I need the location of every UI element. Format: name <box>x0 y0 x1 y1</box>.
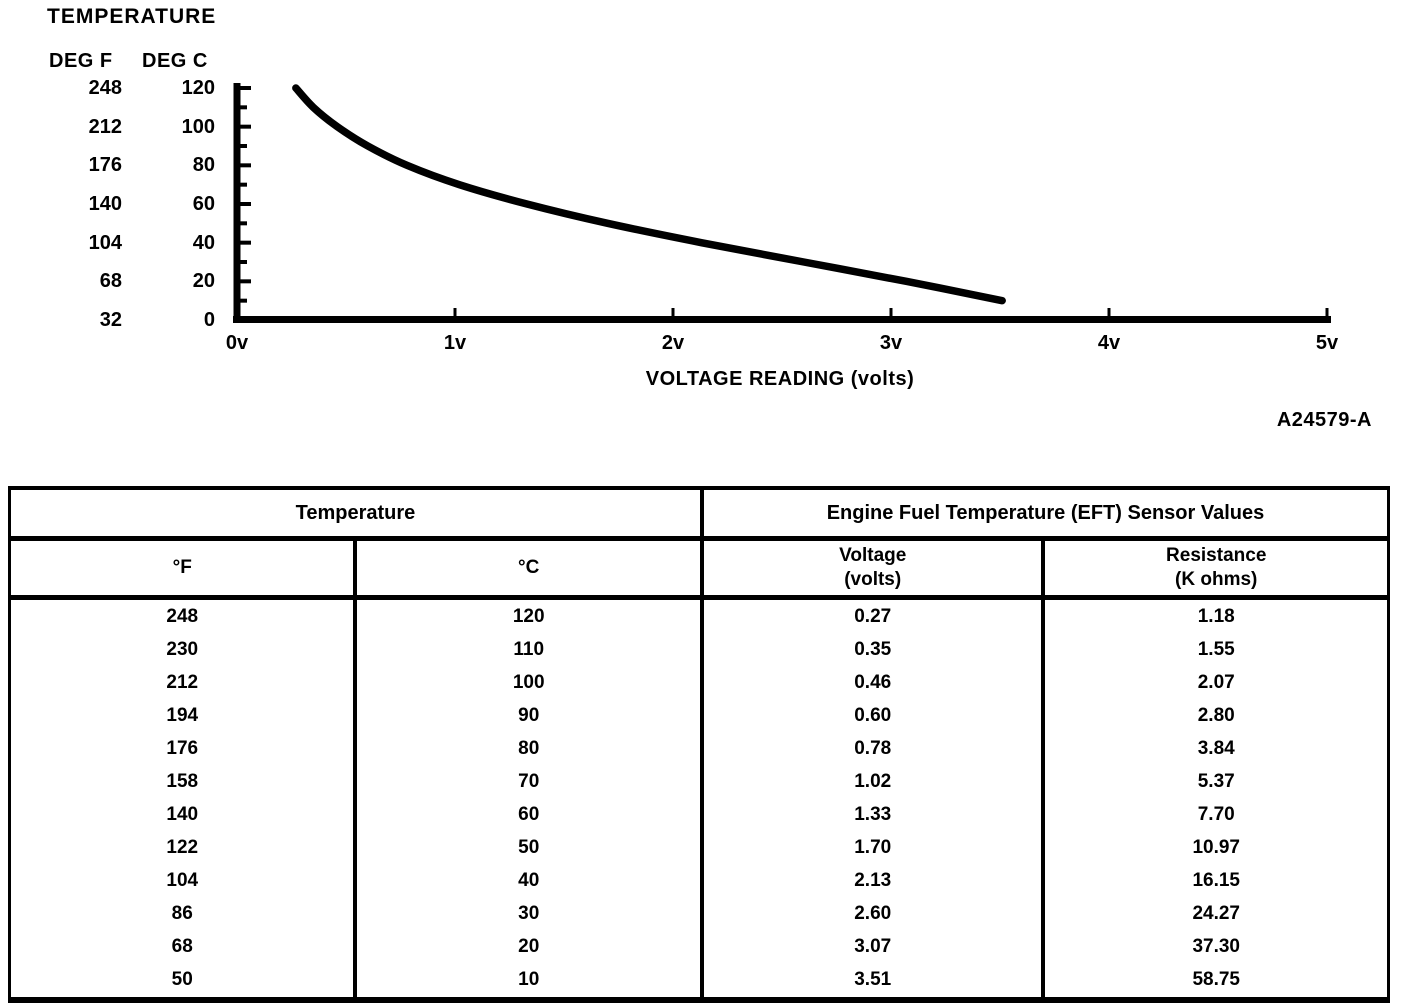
table-group-header-temperature: Temperature <box>295 501 416 524</box>
table-cell: 40 <box>518 870 540 892</box>
table-cell: 50 <box>518 837 540 859</box>
table-cell: 2.13 <box>854 870 892 892</box>
deg-c-tick-label: 0 <box>203 308 215 331</box>
table-cell: 90 <box>518 704 540 726</box>
table-cell: 80 <box>518 737 540 759</box>
deg-f-axis-header: DEG F <box>49 50 113 72</box>
column-header-resistance: Resistance (K ohms) <box>1041 541 1387 595</box>
x-tick-label: 3v <box>879 332 903 354</box>
x-axis-label: VOLTAGE READING (volts) <box>645 368 915 390</box>
table-cell: 3.51 <box>854 969 892 991</box>
column-header-voltage: Voltage (volts) <box>699 541 1042 595</box>
x-tick-label: 1v <box>443 332 467 354</box>
table-cell: 1.33 <box>854 804 892 825</box>
table-cell: 0.46 <box>854 671 892 693</box>
table-cell: 7.70 <box>1197 804 1235 825</box>
column-header-deg-c: °C <box>353 541 699 595</box>
column-header-sublabel: (volts) <box>844 569 902 590</box>
deg-f-tick-label: 104 <box>88 231 122 254</box>
table-cell: 24.27 <box>1192 903 1240 925</box>
figure-code: A24579-A <box>1276 409 1372 431</box>
x-tick-label: 5v <box>1315 332 1339 354</box>
deg-f-tick-label: 212 <box>88 115 122 138</box>
table-cell: 1.70 <box>854 837 892 859</box>
table-cell: 60 <box>518 804 540 825</box>
table-group-header-row: Temperature Engine Fuel Temperature (EFT… <box>11 490 1387 541</box>
x-tick-label: 4v <box>1097 332 1121 354</box>
deg-c-tick-label: 40 <box>192 231 215 254</box>
table-cell: 10 <box>518 969 540 991</box>
column-header-label: °F <box>172 557 192 578</box>
table-cell: 0.78 <box>854 737 892 759</box>
column-header-sublabel: (K ohms) <box>1175 569 1258 590</box>
table-cell: 176 <box>166 737 199 759</box>
table-cell: 2.07 <box>1197 671 1235 693</box>
table-cell: 0.60 <box>854 704 892 726</box>
table-cell: 68 <box>171 936 193 958</box>
table-cell: 2.80 <box>1197 704 1235 726</box>
chart-svg <box>233 83 1331 323</box>
deg-f-tick-label: 32 <box>99 308 122 331</box>
table-group-header-eft-values: Engine Fuel Temperature (EFT) Sensor Val… <box>699 490 1387 536</box>
deg-c-tick-label: 100 <box>181 115 215 138</box>
table-cell: 2.60 <box>854 903 892 925</box>
deg-c-tick-label: 120 <box>181 77 215 99</box>
table-cell: 140 <box>166 804 199 825</box>
table-cell: 86 <box>171 903 193 925</box>
deg-f-tick-label: 176 <box>88 154 122 177</box>
column-header-label: Resistance <box>1166 545 1267 566</box>
table-cell: 158 <box>166 770 199 792</box>
table-column-header-row: °F °C Voltage (volts) Resistance (K ohms… <box>11 541 1387 600</box>
table-cell: 104 <box>166 870 199 892</box>
table-data-column: 0.27 0.35 0.46 0.60 0.78 1.02 1.33 1.70 2.13 2.60… <box>699 600 1042 997</box>
table-cell: 37.30 <box>1192 936 1240 958</box>
table-cell: 70 <box>518 770 540 792</box>
table-cell: 230 <box>166 638 199 660</box>
chart-title: TEMPERATURE <box>47 5 217 28</box>
table-cell: 5.37 <box>1197 770 1235 792</box>
table-cell: 1.02 <box>854 770 892 792</box>
deg-f-tick-label: 68 <box>99 270 122 293</box>
deg-f-tick-column: 248 212 176 140 104 68 32 <box>38 77 122 331</box>
table-cell: 100 <box>512 671 545 693</box>
table-cell: 20 <box>518 936 540 958</box>
deg-c-tick-label: 60 <box>192 192 215 215</box>
table-cell: 50 <box>171 969 193 991</box>
column-header-label: °C <box>518 557 540 578</box>
table-cell: 0.35 <box>854 638 892 660</box>
table-data-column: 248 230 212 194 176 158 140 122 104 86 68 50 <box>11 600 353 997</box>
table-cell: 1.55 <box>1197 638 1235 660</box>
table-data-column: 120 110 100 90 80 70 60 50 40 30 20 10 <box>353 600 699 997</box>
table-cell: 10.97 <box>1192 837 1240 859</box>
table-cell: 110 <box>513 638 545 660</box>
x-tick-label: 0v <box>225 332 249 354</box>
column-header-label: Voltage <box>839 545 907 566</box>
eft-sensor-table: Temperature Engine Fuel Temperature (EFT… <box>8 486 1390 1003</box>
deg-c-axis-header: DEG C <box>142 50 208 72</box>
table-cell: 120 <box>512 605 545 627</box>
column-header-deg-f: °F <box>11 541 353 595</box>
table-cell: 16.15 <box>1192 870 1240 892</box>
deg-c-tick-column: 120 100 80 60 40 20 0 <box>131 77 215 331</box>
table-cell: 212 <box>166 671 199 693</box>
table-cell: 194 <box>166 704 199 726</box>
table-cell: 3.07 <box>854 936 892 958</box>
table-cell: 3.84 <box>1197 737 1235 759</box>
deg-f-tick-label: 140 <box>88 192 122 215</box>
table-cell: 1.18 <box>1197 605 1235 627</box>
x-tick-label: 2v <box>661 332 685 354</box>
table-cell: 30 <box>518 903 540 925</box>
deg-c-tick-label: 20 <box>192 270 215 293</box>
table-cell: 58.75 <box>1192 969 1240 991</box>
table-cell: 248 <box>166 605 199 627</box>
deg-f-tick-label: 248 <box>88 77 122 99</box>
sensor-curve <box>292 84 1006 305</box>
deg-c-tick-label: 80 <box>192 154 215 177</box>
table-data-column: 1.18 1.55 2.07 2.80 3.84 5.37 7.70 10.97 16.15 24… <box>1041 600 1387 997</box>
table-cell: 0.27 <box>854 605 892 627</box>
table-data-area: 248 230 212 194 176 158 140 122 104 86 68 50 120 110… <box>11 600 1387 997</box>
table-cell: 122 <box>166 837 199 859</box>
